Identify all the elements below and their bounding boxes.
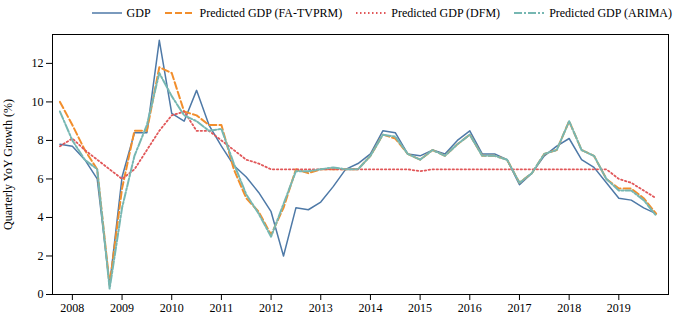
svg-text:2010: 2010 [160,301,184,315]
svg-text:12: 12 [32,56,44,70]
svg-text:10: 10 [32,95,44,109]
svg-text:8: 8 [38,133,44,147]
html-text:GDP: GDP [126,5,151,20]
html-text:Predicted GDP (ARIMA): Predicted GDP (ARIMA) [549,5,672,20]
svg-text:Quarterly YoY Growth (%): Quarterly YoY Growth (%) [1,99,15,230]
svg-text:2019: 2019 [607,301,631,315]
svg-text:2014: 2014 [358,301,382,315]
svg-text:2017: 2017 [507,301,531,315]
svg-text:2: 2 [38,249,44,263]
svg-text:2013: 2013 [309,301,333,315]
svg-text:2011: 2011 [210,301,234,315]
svg-text:2015: 2015 [408,301,432,315]
svg-text:2008: 2008 [60,301,84,315]
svg-text:2016: 2016 [458,301,482,315]
svg-text:2009: 2009 [110,301,134,315]
svg-text:2018: 2018 [557,301,581,315]
svg-text:2012: 2012 [259,301,283,315]
svg-text:6: 6 [38,172,44,186]
svg-text:0: 0 [38,287,44,301]
html-text:Predicted GDP (DFM): Predicted GDP (DFM) [391,5,501,20]
html-text:Predicted GDP (FA-TVPRM): Predicted GDP (FA-TVPRM) [199,5,343,20]
svg-text:4: 4 [38,210,44,224]
